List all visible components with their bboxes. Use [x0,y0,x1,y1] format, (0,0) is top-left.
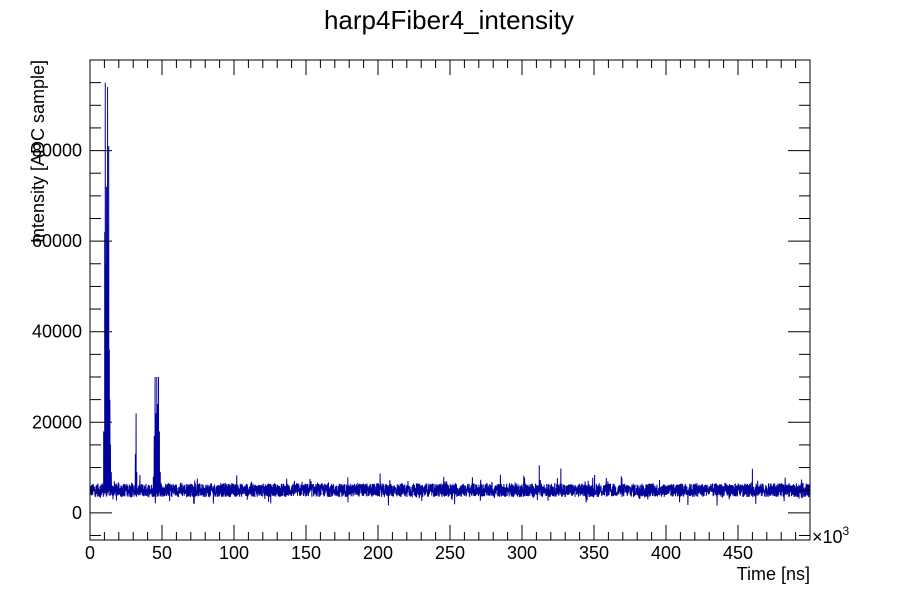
x-tick-label: 100 [219,543,249,563]
series-layer [89,82,811,506]
y-axis-title: Intensity [ADC sample] [28,60,48,243]
y-tick-label: 80000 [32,141,82,161]
x-tick-label: 200 [363,543,393,563]
x-tick-label: 450 [723,543,753,563]
x-tick-label: 50 [152,543,172,563]
chart-title: harp4Fiber4_intensity [324,5,574,35]
y-tick-label: 40000 [32,322,82,342]
y-tick-label: 20000 [32,412,82,432]
x-axis-title: Time [ns] [737,564,810,584]
y-tick-label: 0 [72,503,82,523]
x-axis-multiplier: ×103 [812,524,850,547]
axis-layer: 0 50 100 150 200 250 300 350 400 450 0 20000 40000 60… [32,60,810,563]
x-axis-multiplier-exponent: 3 [843,524,850,538]
x-tick-label: 400 [651,543,681,563]
x-tick-label: 150 [291,543,321,563]
y-tick-label: 60000 [32,231,82,251]
x-tick-label: 350 [579,543,609,563]
series-line [89,82,811,506]
x-tick-label: 300 [507,543,537,563]
x-axis-multiplier-base: ×10 [812,527,843,547]
x-tick-label: 250 [435,543,465,563]
plot-frame [89,59,811,541]
x-tick-label: 0 [85,543,95,563]
